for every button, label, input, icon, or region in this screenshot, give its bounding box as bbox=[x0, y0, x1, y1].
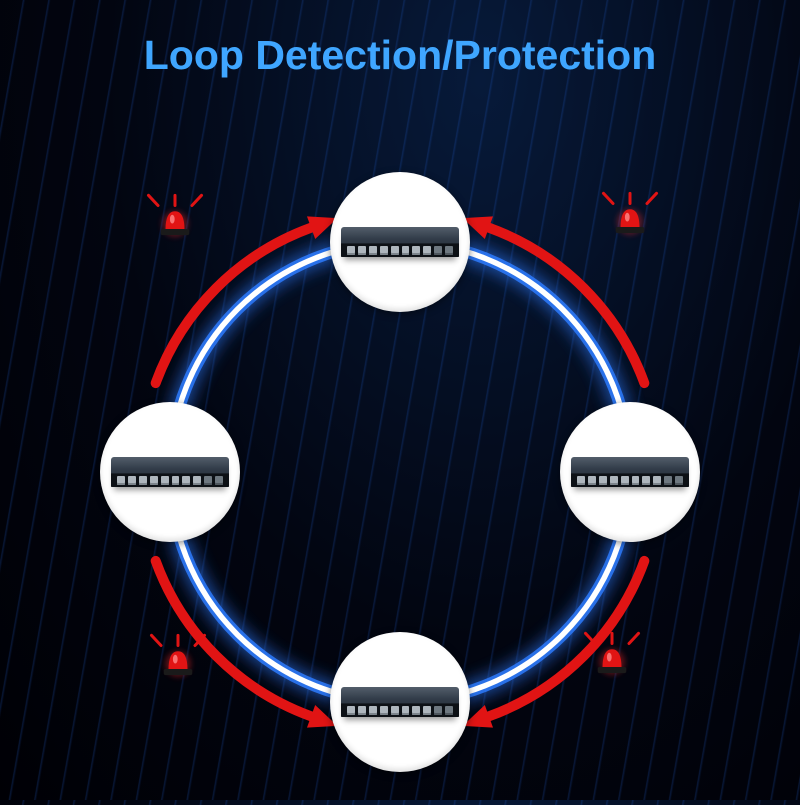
network-switch-icon bbox=[571, 457, 689, 487]
alert-top-left-icon bbox=[148, 195, 201, 236]
switch-right-node bbox=[560, 402, 700, 542]
alert-top-right-icon bbox=[603, 193, 656, 234]
network-switch-icon bbox=[341, 687, 459, 717]
switch-left-node bbox=[100, 402, 240, 542]
page-title: Loop Detection/Protection bbox=[0, 32, 800, 79]
switch-bottom-node bbox=[330, 632, 470, 772]
switch-top-node bbox=[330, 172, 470, 312]
network-switch-icon bbox=[341, 227, 459, 257]
diagram-stage: Loop Detection/Protection bbox=[0, 0, 800, 800]
network-switch-icon bbox=[111, 457, 229, 487]
